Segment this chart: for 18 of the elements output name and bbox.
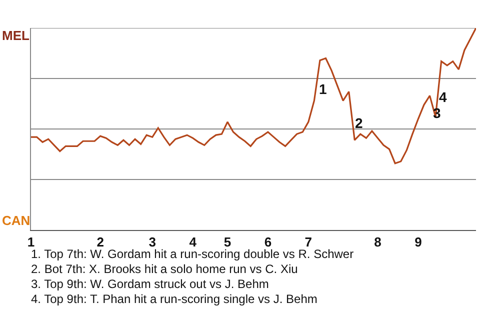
x-tick-label: 2 [96, 234, 104, 250]
text: CAN [2, 213, 30, 228]
x-tick-label: 4 [189, 234, 198, 250]
x-tick-label: 5 [224, 234, 232, 250]
text: 1. Top 7th: W. Gordam hit a run-scoring double vs R. Schwer [31, 247, 354, 261]
x-tick-label: 6 [264, 234, 272, 250]
x-tick-label: 3 [148, 234, 156, 250]
text: 4. Top 9th: T. Phan hit a run-scoring single vs J. Behm [31, 292, 318, 306]
x-tick-label: 7 [304, 234, 312, 250]
text: 2. Bot 7th: X. Brooks hit a solo home run vs C. Xiu [31, 262, 298, 276]
annotation: 4 [439, 89, 447, 105]
x-tick-label: 8 [374, 234, 382, 250]
text: 3. Top 9th: W. Gordam struck out vs J. Behm [31, 277, 269, 291]
text: MEL [2, 28, 30, 43]
annotation: 1 [319, 81, 327, 97]
annotation: 2 [355, 115, 363, 131]
x-tick-label: 9 [414, 234, 422, 250]
x-tick-label: 1 [27, 234, 35, 250]
